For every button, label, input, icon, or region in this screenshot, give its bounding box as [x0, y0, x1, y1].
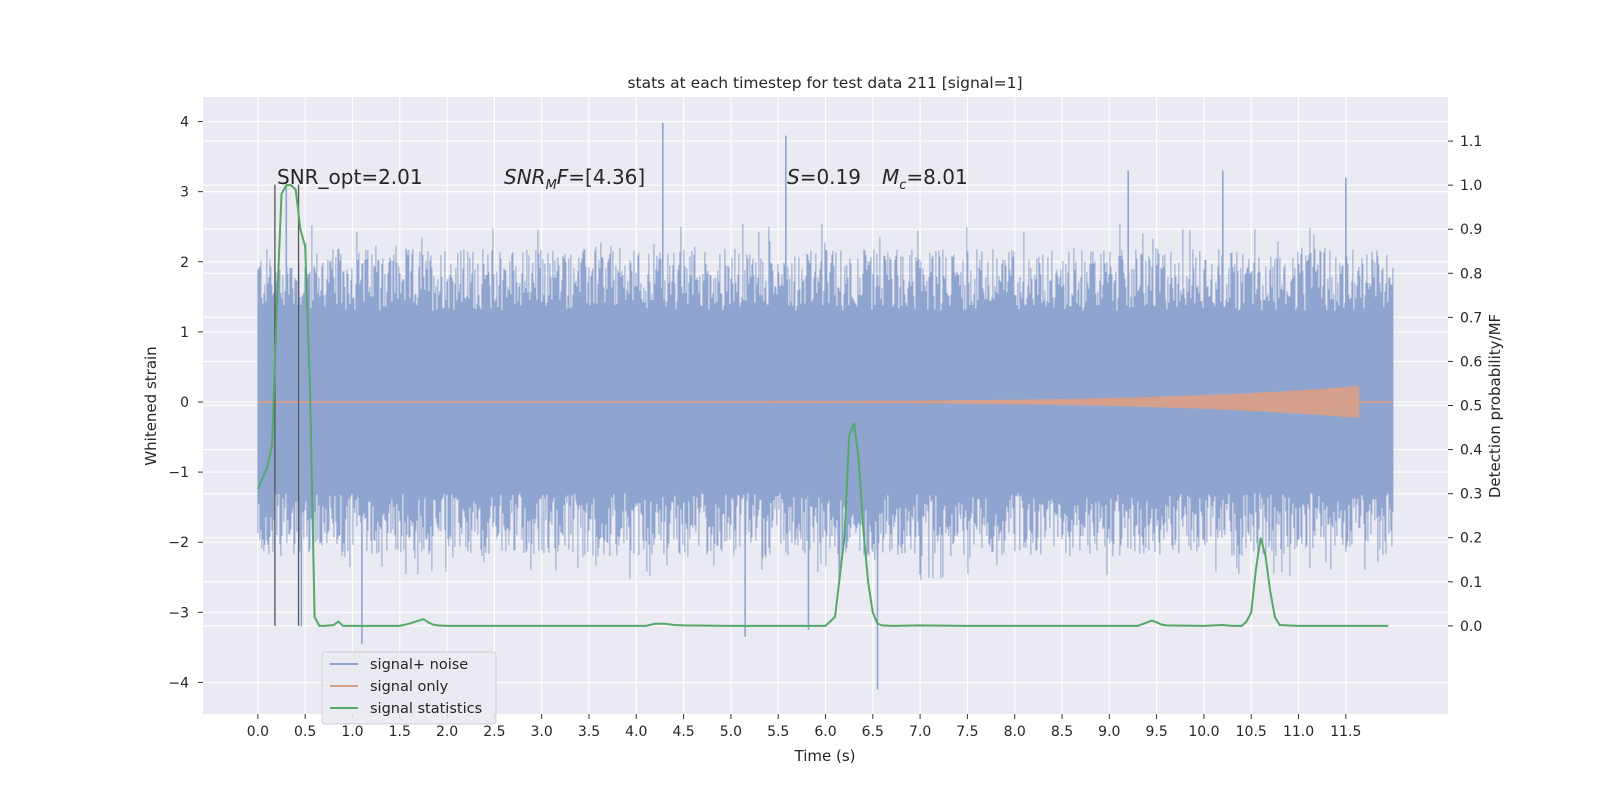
y-right-tick-label-11: 1.1 [1460, 134, 1482, 150]
y-left-tick-label-2: −2 [168, 535, 189, 551]
y-left-tick-label-7: 3 [180, 185, 189, 201]
annotations: SNR_opt=2.01 SNRMF=[4.36] S=0.19 Mc=8.01 [277, 165, 968, 193]
x-tick-label-13: 6.5 [862, 724, 884, 740]
x-tick-label-23: 11.5 [1330, 724, 1361, 740]
legend-label-stats: signal statistics [370, 701, 482, 717]
y-right-tick-label-1: 0.1 [1460, 575, 1482, 591]
vertical-markers [274, 184, 300, 626]
x-tick-label-9: 4.5 [672, 724, 694, 740]
x-tick-label-20: 10.0 [1188, 724, 1219, 740]
legend-box [321, 651, 497, 725]
y-left-tick-label-0: −4 [168, 675, 189, 691]
x-axis-label: Time (s) [794, 747, 856, 765]
x-tick-label-19: 9.5 [1145, 724, 1167, 740]
y-right-tick-label-5: 0.5 [1460, 399, 1482, 415]
y-right-axis-label: Detection probability/MF [1486, 314, 1504, 498]
y-right-tick-label-3: 0.3 [1460, 487, 1482, 503]
signal-only-series [257, 385, 1394, 418]
chart-title: stats at each timestep for test data 211… [627, 74, 1022, 92]
noise-spikes [285, 122, 1347, 690]
annotation-s: S=0.19 [787, 165, 861, 189]
signal-statistics-line [256, 184, 1389, 627]
annotation-mc: Mc=8.01 [882, 165, 968, 193]
x-tick-label-5: 2.5 [483, 724, 505, 740]
y-left-tick-label-1: −3 [168, 605, 189, 621]
x-tick-label-3: 1.5 [389, 724, 411, 740]
y-right-tick-label-8: 0.8 [1460, 266, 1482, 282]
y-left-tick-label-4: 0 [180, 395, 189, 411]
x-tick-label-7: 3.5 [578, 724, 600, 740]
x-tick-label-21: 10.5 [1236, 724, 1267, 740]
x-tick-label-15: 7.5 [956, 724, 978, 740]
y-left-tick-label-6: 2 [180, 255, 189, 271]
legend: signal+ noise signal only signal statist… [321, 651, 497, 725]
x-tick-label-14: 7.0 [909, 724, 931, 740]
y-right-tick-label-7: 0.7 [1460, 310, 1482, 326]
y-left-tick-label-5: 1 [180, 325, 189, 341]
annotation-snr-mf: SNRMF=[4.36] [504, 165, 645, 193]
x-tick-label-18: 9.0 [1098, 724, 1120, 740]
y-left-axis-label-text: Whitened strain [142, 346, 160, 465]
x-tick-label-8: 4.0 [625, 724, 647, 740]
x-tick-label-4: 2.0 [436, 724, 458, 740]
x-tick-label-6: 3.0 [531, 724, 553, 740]
y-right-axis-ticks: 0.0 0.1 0.2 0.3 0.4 0.5 0.6 0.7 0.8 0.9 1.0 1.1 [1448, 134, 1482, 635]
x-tick-label-0: 0.0 [247, 724, 269, 740]
x-tick-label-12: 6.0 [814, 724, 836, 740]
y-right-tick-label-2: 0.2 [1460, 531, 1482, 547]
y-left-axis-ticks: −4 −3 −2 −1 0 1 2 3 4 [168, 115, 203, 691]
y-left-tick-label-3: −1 [168, 465, 189, 481]
y-right-tick-label-4: 0.4 [1460, 443, 1482, 459]
x-tick-label-16: 8.0 [1004, 724, 1026, 740]
x-tick-label-17: 8.5 [1051, 724, 1073, 740]
annotation-snr-opt: SNR_opt=2.01 [277, 165, 423, 189]
x-tick-label-1: 0.5 [294, 724, 316, 740]
x-axis-ticks: 0.0 0.5 1.0 1.5 2.0 2.5 3.0 3.5 4.0 4.5 5.0 5.5 6.0 6… [247, 714, 1361, 740]
x-tick-label-22: 11.0 [1283, 724, 1314, 740]
x-tick-label-11: 5.5 [767, 724, 789, 740]
y-right-tick-label-9: 0.9 [1460, 222, 1482, 238]
x-tick-label-10: 5.0 [720, 724, 742, 740]
legend-label-noise: signal+ noise [370, 657, 468, 673]
y-right-tick-label-6: 0.6 [1460, 354, 1482, 370]
y-right-tick-label-10: 1.0 [1460, 178, 1482, 194]
signal-statistics-series [256, 184, 1389, 627]
legend-label-signal-only: signal only [370, 679, 449, 695]
x-tick-label-2: 1.0 [341, 724, 363, 740]
y-right-tick-label-0: 0.0 [1460, 619, 1482, 635]
y-left-tick-label-8: 4 [180, 115, 189, 131]
